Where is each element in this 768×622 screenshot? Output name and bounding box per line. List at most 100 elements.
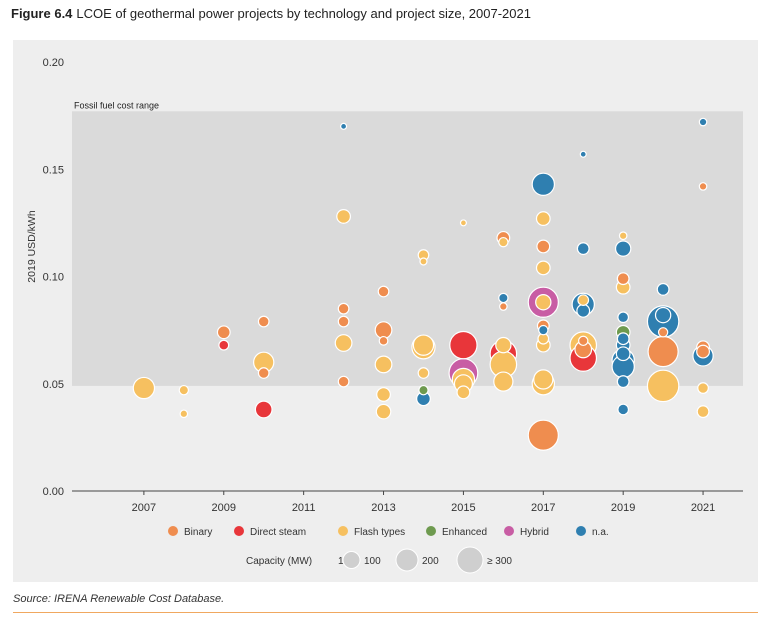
data-point [535, 211, 551, 226]
y-tick-label: 0.05 [43, 379, 64, 391]
source-note: Source: IRENA Renewable Cost Database. [13, 593, 225, 605]
data-point [535, 260, 551, 276]
data-point [615, 346, 631, 362]
y-tick-label: 0.00 [43, 486, 64, 498]
data-point [378, 335, 389, 346]
legend-marker [338, 526, 348, 536]
data-point [374, 355, 393, 374]
lcoe-bubble-chart: Fossil fuel cost range 0.000.050.100.150… [26, 57, 743, 574]
capacity-legend-marker [395, 548, 419, 572]
technology-legend: Binary Direct steam Flash types Enhanced Hyb… [168, 526, 609, 538]
data-point [654, 306, 672, 324]
y-tick-label: 0.15 [43, 164, 64, 176]
data-point [493, 371, 514, 392]
data-point [377, 285, 390, 298]
y-axis-ticks: 0.00 0.05 0.10 0.15 0.20 [43, 57, 64, 498]
data-point [376, 387, 391, 402]
figure-title: LCOE of geothermal power projects by tec… [76, 6, 531, 21]
legend-label: Enhanced [442, 527, 487, 538]
legend-marker [234, 526, 244, 536]
data-point [499, 302, 508, 311]
legend-label: Direct steam [250, 527, 306, 538]
data-point [374, 321, 393, 340]
data-points [132, 117, 714, 451]
fossil-fuel-band-label: Fossil fuel cost range [74, 100, 159, 110]
chart-panel: Fossil fuel cost range 0.00 0.05 0.10 0.15 0… [13, 40, 758, 582]
legend-label: n.a. [592, 527, 609, 538]
data-point [337, 375, 350, 388]
capacity-legend-title: Capacity (MW) [246, 556, 312, 567]
legend-label: Hybrid [520, 527, 549, 538]
data-point [616, 332, 630, 346]
x-tick-label: 2019 [611, 502, 635, 514]
capacity-legend-marker [456, 546, 484, 574]
capacity-legend: Capacity (MW) 1 100 200 ≥ 300 [246, 546, 512, 574]
data-point [456, 385, 471, 400]
data-point [657, 327, 669, 338]
data-point [577, 294, 590, 306]
data-point [498, 236, 509, 248]
data-point [617, 403, 630, 416]
bottom-rule [13, 612, 758, 613]
fossil-fuel-band [72, 111, 743, 386]
x-tick-label: 2007 [132, 502, 156, 514]
data-point [696, 344, 711, 359]
data-point [576, 303, 591, 318]
data-point [616, 375, 630, 389]
data-point [340, 122, 348, 130]
figure-label: Figure 6.4 [11, 6, 73, 21]
data-point [337, 302, 350, 315]
legend-label: Binary [184, 527, 212, 538]
data-point [498, 292, 509, 304]
data-point [614, 240, 632, 257]
data-point [257, 315, 270, 328]
data-point [334, 334, 353, 352]
capacity-legend-label: ≥ 300 [487, 556, 512, 567]
y-axis-title: 2019 USD/kWh [26, 210, 38, 283]
data-point [696, 405, 710, 419]
data-point [538, 324, 549, 336]
data-point [646, 369, 680, 403]
x-tick-label: 2015 [451, 502, 475, 514]
data-point [535, 294, 552, 311]
x-tick-label: 2021 [691, 502, 715, 514]
legend-marker [504, 526, 514, 536]
data-point [337, 315, 350, 328]
data-point [419, 257, 428, 266]
x-tick-label: 2017 [531, 502, 555, 514]
legend-label: Flash types [354, 527, 405, 538]
data-point [647, 335, 679, 368]
data-point [218, 339, 230, 351]
data-point [132, 376, 156, 400]
data-point [216, 325, 231, 340]
x-tick-label: 2011 [292, 502, 316, 514]
data-point [578, 335, 589, 347]
data-point [179, 409, 189, 419]
data-point [336, 209, 351, 224]
x-tick-label: 2013 [371, 502, 395, 514]
data-point [579, 150, 587, 158]
data-point [617, 311, 630, 324]
y-tick-label: 0.10 [43, 272, 64, 284]
data-point [495, 336, 512, 354]
data-point [618, 231, 628, 241]
data-point [656, 282, 670, 296]
capacity-legend-marker [342, 551, 361, 569]
data-point [698, 117, 708, 127]
figure-title-line: Figure 6.4 LCOE of geothermal power proje… [11, 6, 531, 21]
capacity-legend-label: 1 [338, 556, 344, 567]
data-point [257, 367, 270, 379]
data-point [412, 334, 435, 356]
capacity-legend-label: 100 [364, 556, 381, 567]
data-point [576, 242, 590, 256]
data-point [254, 400, 273, 419]
x-tick-label: 2009 [212, 502, 236, 514]
legend-marker [426, 526, 436, 536]
data-point [418, 384, 429, 396]
y-tick-label: 0.20 [43, 57, 64, 69]
data-point [531, 172, 555, 196]
x-axis-ticks: 2007 2009 2011 2013 2015 2017 2019 2021 [132, 491, 715, 514]
data-point [417, 367, 430, 379]
data-point [527, 419, 559, 451]
data-point [178, 384, 190, 396]
